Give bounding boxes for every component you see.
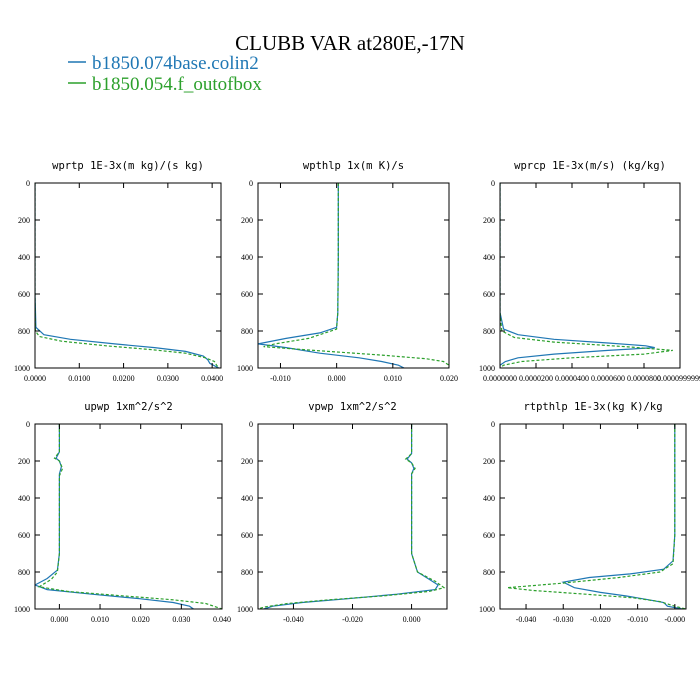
plot-frame	[257, 423, 448, 610]
y-tick-label: 600	[241, 531, 253, 540]
series-line-0	[35, 424, 194, 609]
x-tick-label: 0.040	[213, 615, 231, 624]
series-line-1	[35, 183, 220, 368]
y-tick-label: 200	[18, 457, 30, 466]
x-tick-label: -0.040	[516, 615, 537, 624]
y-tick-label: 1000	[14, 605, 30, 614]
figure-title: CLUBB VAR at280E,-17N	[235, 31, 465, 55]
panel-1: wpthlp 1x(m K)/s 0 200 400 600 800 1000 -0.010 0…	[237, 160, 458, 383]
panel-title: wpthlp 1x(m K)/s	[303, 160, 404, 172]
x-tick-label: 0.020	[132, 615, 150, 624]
x-tick-label: 0.000	[328, 374, 346, 383]
y-tick-label: 600	[483, 290, 495, 299]
y-tick-label: 0	[249, 179, 253, 188]
x-tick-label: -0.010	[627, 615, 648, 624]
plot-frame	[257, 182, 450, 369]
x-tick-label: -0.040	[283, 615, 304, 624]
plot-frame	[499, 182, 681, 369]
x-tick-label: 0.0000000	[483, 374, 517, 383]
y-tick-label: 800	[18, 568, 30, 577]
y-tick-label: 1000	[479, 605, 495, 614]
y-tick-label: 200	[241, 216, 253, 225]
y-tick-label: 200	[18, 216, 30, 225]
x-tick-label: -0.000	[665, 615, 686, 624]
x-tick-label: 0.010	[384, 374, 402, 383]
y-tick-label: 0	[491, 179, 495, 188]
y-tick-label: 400	[241, 494, 253, 503]
x-tick-label: -0.030	[553, 615, 574, 624]
y-tick-label: 400	[483, 253, 495, 262]
panel-0: wprtp 1E-3x(m kg)/(s kg) 0 200 400 600 800 100…	[14, 160, 223, 383]
plot-frame	[34, 423, 223, 610]
x-tick-label: 0.0000200	[519, 374, 553, 383]
panel-grid: wprtp 1E-3x(m kg)/(s kg) 0 200 400 600 800 100…	[14, 160, 700, 624]
x-tick-label: 0.000	[403, 615, 421, 624]
x-tick-label: 0.020	[440, 374, 458, 383]
x-tick-label: 0.010	[91, 615, 109, 624]
y-tick-label: 600	[241, 290, 253, 299]
y-tick-label: 400	[18, 494, 30, 503]
series-line-1	[37, 424, 222, 609]
y-tick-label: 200	[483, 457, 495, 466]
x-tick-label: 0.0000800	[627, 374, 661, 383]
x-tick-label: -0.020	[342, 615, 363, 624]
y-tick-label: 800	[483, 327, 495, 336]
series-line-1	[263, 183, 449, 368]
y-tick-label: 1000	[479, 364, 495, 373]
series-line-1	[500, 183, 673, 368]
x-tick-label: 0.0000400	[555, 374, 589, 383]
legend: b1850.074base.colin2 b1850.054.f_outofbo…	[68, 53, 262, 95]
y-tick-label: 1000	[14, 364, 30, 373]
series-line-0	[500, 183, 655, 368]
y-tick-label: 400	[483, 494, 495, 503]
x-tick-label: 0.0200	[113, 374, 135, 383]
x-tick-label: -0.020	[590, 615, 611, 624]
x-tick-label: 0.0000600	[591, 374, 625, 383]
y-tick-label: 800	[18, 327, 30, 336]
panel-3: upwp 1xm^2/s^2 0 200 400 600 800 1000 0.000 0.01…	[14, 401, 231, 624]
panel-4: vpwp 1xm^2/s^2 0 200 400 600 800 1000 -0.040 -0.…	[237, 401, 448, 624]
x-tick-label: 0.030	[172, 615, 190, 624]
x-tick-label: 0.0300	[157, 374, 179, 383]
series-line-1	[258, 424, 446, 609]
y-tick-label: 400	[18, 253, 30, 262]
y-tick-label: 200	[241, 457, 253, 466]
series-line-0	[258, 183, 405, 368]
panel-title: wprcp 1E-3x(m/s) (kg/kg)	[514, 160, 666, 172]
panel-title: upwp 1xm^2/s^2	[84, 401, 173, 413]
y-tick-label: 600	[483, 531, 495, 540]
y-tick-label: 800	[241, 568, 253, 577]
x-tick-label: -0.010	[270, 374, 291, 383]
panel-title: vpwp 1xm^2/s^2	[308, 401, 397, 413]
x-tick-label: 0.0000	[24, 374, 46, 383]
y-tick-label: 600	[18, 531, 30, 540]
plot-frame	[499, 423, 687, 610]
y-tick-label: 800	[483, 568, 495, 577]
panel-5: rtpthlp 1E-3x(kg K)/kg 0 200 400 600 800 1000 -…	[479, 401, 687, 624]
x-tick-label: 0.0000999999	[657, 374, 700, 383]
series-line-0	[35, 183, 220, 368]
panel-title: rtpthlp 1E-3x(kg K)/kg	[523, 401, 662, 413]
y-tick-label: 200	[483, 216, 495, 225]
y-tick-label: 600	[18, 290, 30, 299]
plot-frame	[34, 182, 222, 369]
x-tick-label: 0.0100	[68, 374, 90, 383]
y-tick-label: 1000	[237, 605, 253, 614]
y-tick-label: 0	[26, 179, 30, 188]
series-line-1	[507, 424, 686, 609]
series-line-0	[561, 424, 683, 609]
x-tick-label: 0.0400	[201, 374, 223, 383]
y-tick-label: 800	[241, 327, 253, 336]
y-tick-label: 0	[26, 420, 30, 429]
legend-label-1: b1850.054.f_outofbox	[92, 74, 262, 95]
panel-2: wprcp 1E-3x(m/s) (kg/kg) 0 200 400 600 800 100…	[479, 160, 700, 383]
panel-title: wprtp 1E-3x(m kg)/(s kg)	[52, 160, 204, 172]
y-tick-label: 400	[241, 253, 253, 262]
x-tick-label: 0.000	[50, 615, 68, 624]
y-tick-label: 0	[249, 420, 253, 429]
legend-label-0: b1850.074base.colin2	[92, 53, 259, 74]
y-tick-label: 1000	[237, 364, 253, 373]
y-tick-label: 0	[491, 420, 495, 429]
